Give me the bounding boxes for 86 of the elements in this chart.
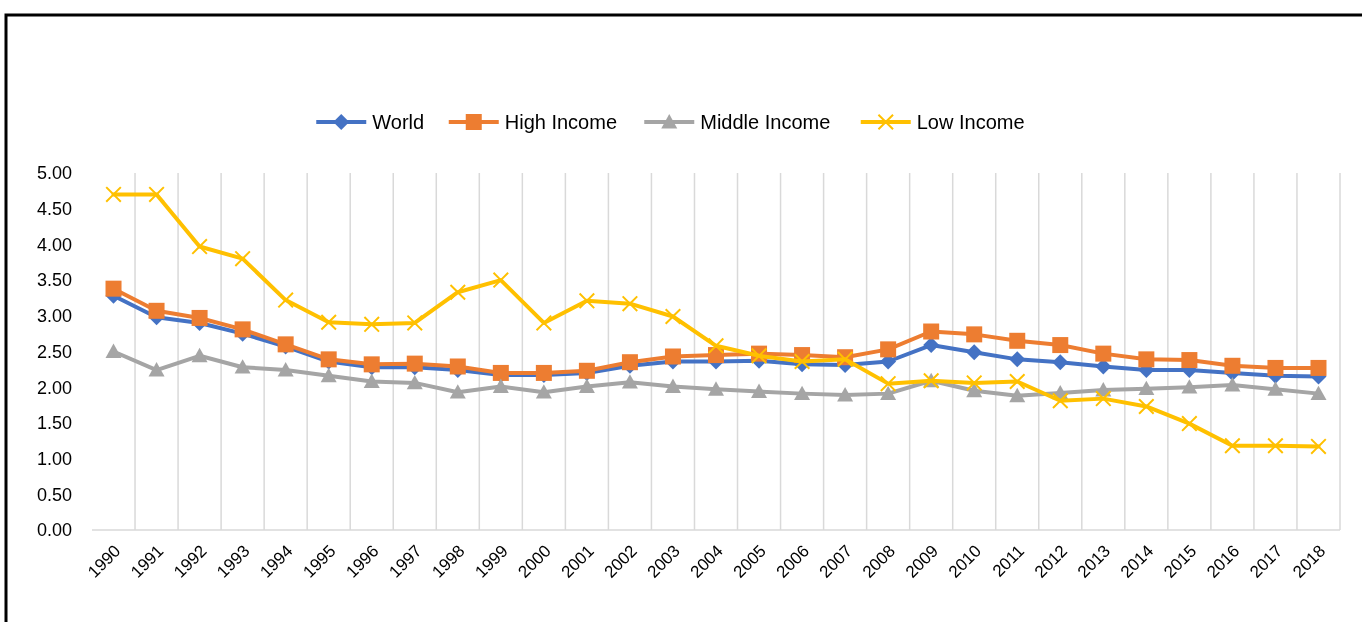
point — [105, 280, 122, 297]
point — [277, 362, 294, 377]
point — [1052, 337, 1069, 354]
point — [1224, 377, 1241, 392]
point — [234, 321, 251, 338]
y-tick-label: 3.50 — [36, 270, 72, 291]
point — [320, 367, 337, 383]
point — [449, 384, 466, 399]
point — [837, 387, 854, 402]
point — [966, 344, 983, 361]
point — [1138, 351, 1155, 368]
point — [966, 326, 983, 343]
point — [1267, 381, 1284, 396]
point — [923, 323, 940, 340]
point — [320, 314, 337, 331]
point — [751, 383, 768, 398]
point — [535, 384, 552, 399]
point — [1009, 332, 1026, 349]
point — [664, 378, 681, 393]
point — [1181, 415, 1198, 432]
point — [708, 337, 724, 354]
legend-label: High Income — [504, 111, 618, 133]
point — [880, 341, 897, 358]
point — [492, 378, 509, 393]
point — [1224, 357, 1241, 374]
point — [148, 302, 165, 319]
point — [191, 238, 208, 255]
point — [1009, 387, 1026, 403]
y-tick-label: 2.50 — [36, 341, 72, 362]
y-tick-label: 1.00 — [36, 448, 72, 469]
point — [1224, 437, 1241, 454]
point — [1310, 385, 1327, 401]
legend-label: World — [372, 111, 425, 133]
point — [1181, 352, 1198, 369]
y-tick-label: 3.00 — [36, 306, 72, 327]
point — [578, 378, 595, 393]
point — [578, 292, 595, 309]
point — [1052, 354, 1069, 371]
point — [966, 374, 983, 391]
point — [234, 250, 251, 267]
point — [708, 381, 724, 396]
point — [880, 385, 897, 401]
y-tick-label: 4.50 — [36, 199, 72, 219]
point — [664, 348, 681, 365]
point — [1138, 398, 1155, 415]
point — [363, 373, 380, 388]
y-tick-label: 1.50 — [36, 413, 72, 434]
point — [406, 374, 423, 390]
point — [191, 347, 208, 363]
point — [277, 292, 294, 309]
legend-label: Middle Income — [700, 111, 831, 133]
y-tick-label: 0.50 — [36, 484, 72, 505]
point — [234, 359, 251, 374]
point — [1052, 392, 1069, 409]
point — [1267, 437, 1284, 454]
point — [1095, 390, 1112, 407]
point — [1267, 359, 1284, 376]
point — [1009, 351, 1026, 368]
point — [449, 358, 466, 375]
point — [1310, 359, 1327, 376]
point — [621, 295, 638, 312]
point — [406, 355, 423, 372]
point — [406, 314, 423, 331]
legend-label: Low Income — [916, 111, 1025, 133]
point — [1310, 438, 1327, 455]
y-tick-label: 0.00 — [36, 520, 72, 541]
point — [1009, 373, 1026, 390]
point — [492, 272, 509, 289]
point — [535, 314, 552, 331]
point — [1138, 380, 1155, 396]
point — [794, 385, 811, 401]
point — [923, 337, 940, 354]
point — [191, 309, 208, 326]
point — [449, 284, 466, 301]
y-tick-label: 4.00 — [36, 234, 72, 255]
point — [363, 316, 380, 333]
y-tick-label: 2.00 — [36, 377, 72, 398]
point — [105, 186, 122, 203]
y-tick-label: 5.00 — [36, 163, 72, 184]
point — [1095, 345, 1112, 362]
point — [1181, 379, 1198, 394]
point — [148, 186, 165, 203]
point — [880, 375, 897, 392]
point — [621, 374, 638, 389]
point — [105, 343, 122, 358]
point — [148, 362, 165, 377]
